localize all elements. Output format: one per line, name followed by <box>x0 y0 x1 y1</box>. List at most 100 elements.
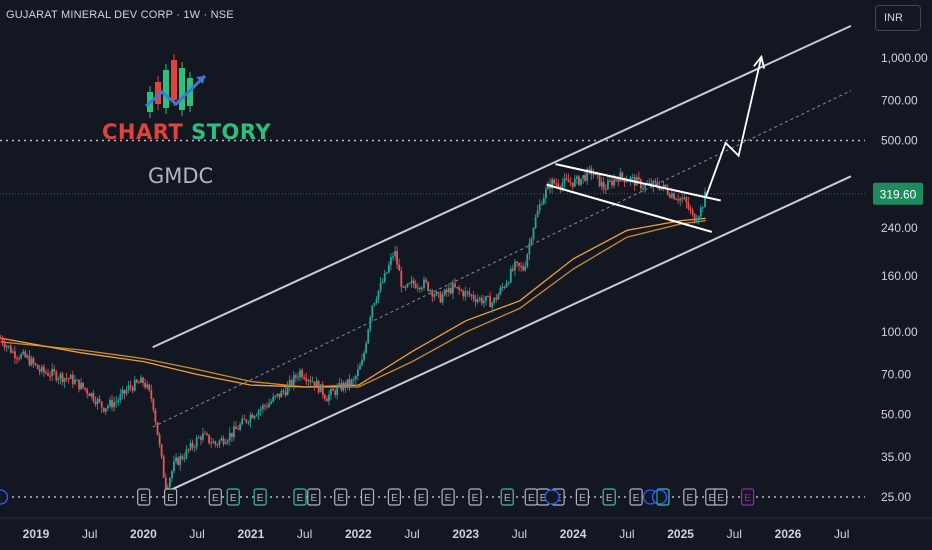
candle-body <box>171 471 173 479</box>
candle-body <box>460 289 463 291</box>
logo-arrow <box>145 74 207 108</box>
currency-selector[interactable]: INR <box>875 5 921 31</box>
x-tick-label: Jul <box>834 527 849 541</box>
candle-body <box>559 186 562 189</box>
candle-body <box>445 289 448 293</box>
candle-body <box>313 381 316 387</box>
candle-body <box>497 294 500 300</box>
candle-body <box>456 287 458 289</box>
candle-body <box>425 279 427 282</box>
candle-body <box>534 217 537 228</box>
candle-body <box>561 183 564 189</box>
earnings-marker <box>629 488 643 506</box>
candle-body <box>344 382 347 388</box>
candle-body <box>390 257 392 265</box>
candle-body <box>367 329 370 344</box>
candle-body <box>74 380 76 384</box>
candle-body <box>437 292 440 294</box>
candle-body <box>92 393 95 401</box>
candle-body <box>119 394 122 401</box>
candle-body <box>352 379 355 381</box>
candle-body <box>243 418 246 420</box>
earnings-marker-label: E <box>504 493 511 504</box>
candle-body <box>154 410 157 423</box>
candle-body <box>615 179 617 181</box>
candle-body <box>241 418 244 425</box>
candle-body <box>551 179 553 189</box>
candle-body <box>88 393 91 397</box>
candle-body <box>346 379 349 388</box>
candle-body <box>586 169 589 181</box>
candle-body <box>5 346 8 348</box>
earnings-marker-outline <box>253 488 267 506</box>
candle-body <box>423 279 425 288</box>
ema-slow-line <box>0 219 706 388</box>
candle-body <box>545 189 547 198</box>
candle-body <box>183 458 186 460</box>
channel-upper-line <box>152 24 852 349</box>
candle-body <box>231 432 233 437</box>
earnings-marker <box>307 488 321 506</box>
candle-body <box>373 302 376 306</box>
candle-body <box>43 366 45 372</box>
candle-body <box>32 358 35 364</box>
candle-body <box>528 243 531 255</box>
candle-body <box>571 182 574 187</box>
candle-body <box>530 239 533 244</box>
candle-body <box>224 442 227 445</box>
candle-body <box>485 296 487 301</box>
candle-body <box>693 213 696 223</box>
candle-body <box>7 345 10 347</box>
candle-body <box>617 179 620 182</box>
candle-body <box>435 292 438 296</box>
candle-body <box>55 371 58 381</box>
earnings-marker <box>441 488 455 506</box>
x-tick-label: 2019 <box>23 527 50 541</box>
candle-body <box>78 379 80 390</box>
earnings-marker-outline <box>293 488 307 506</box>
candle-body <box>51 369 53 376</box>
candle-body <box>274 395 277 397</box>
candle-body <box>301 370 303 378</box>
earnings-marker <box>360 488 375 506</box>
candle-body <box>210 442 213 444</box>
candle-body <box>396 251 398 265</box>
candle-body <box>228 432 231 441</box>
candle-body <box>49 375 51 377</box>
y-tick-label: 100.00 <box>881 325 918 339</box>
earnings-marker-label: E <box>686 493 693 504</box>
candle-body <box>452 283 454 294</box>
candle-body <box>348 379 351 386</box>
candle-body <box>247 422 250 423</box>
candle-body <box>290 380 293 386</box>
candle-body <box>255 415 258 417</box>
candle-body <box>98 398 101 402</box>
earnings-marker-label: E <box>167 493 174 504</box>
candle-body <box>505 283 508 288</box>
candle-body <box>286 385 289 396</box>
candle-body <box>648 182 651 185</box>
candle-body <box>518 262 520 266</box>
candle-body <box>162 456 165 478</box>
candle-body <box>303 377 306 379</box>
candle-body <box>257 410 260 416</box>
last-price-label: 319.60 <box>880 188 917 202</box>
candle-body <box>547 183 549 190</box>
candle-body <box>40 366 43 372</box>
candle-body <box>487 296 489 298</box>
candle-body <box>522 266 525 271</box>
candle-body <box>117 400 120 402</box>
candle-body <box>235 426 237 429</box>
candle-body <box>299 370 301 378</box>
symbol-header: GUJARAT MINERAL DEV CORP · 1W · NSE <box>6 9 234 21</box>
candle-body <box>689 208 692 211</box>
candle-body <box>501 287 504 288</box>
candle-body <box>69 375 72 379</box>
earnings-marker-outline <box>602 488 616 506</box>
candle-body <box>600 181 603 187</box>
candle-body <box>233 426 235 437</box>
candle-body <box>164 477 167 492</box>
candle-body <box>179 456 182 465</box>
earnings-marker-label: E <box>472 493 479 504</box>
